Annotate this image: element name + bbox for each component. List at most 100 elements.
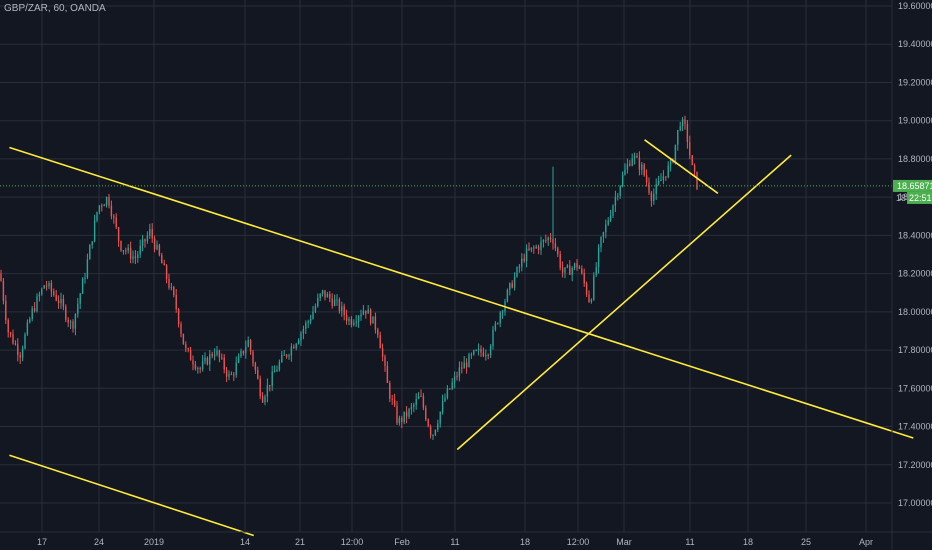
time-axis[interactable]: 17 24 2019 14 21 12:00 Feb 11 18 12:00 Mar 11 18 25 Ap… [0,531,932,547]
candle-body [96,211,98,221]
price-tick-label: 17.40000 [898,422,932,432]
candle-body [86,259,89,278]
candle-body [578,267,581,269]
candle-body [509,283,511,290]
candle-body [297,340,300,344]
candle-body [566,265,569,268]
candle-body [110,205,113,217]
time-tick-label: 11 [685,537,694,547]
candle-body [429,426,432,436]
price-tick-label: 18.00000 [898,307,932,317]
candle-body [525,248,528,261]
candle-body [19,354,21,358]
candle-body [674,144,677,163]
candle-body [679,126,681,131]
candle-body [357,316,360,322]
candle-body [389,382,391,399]
candle-body [278,361,281,370]
candle-body [199,368,201,370]
candle-body [197,368,199,370]
price-tick-label: 17.20000 [898,460,932,470]
candle-body [240,350,242,357]
candle-body [206,357,209,365]
candle-body [264,396,266,403]
candle-body [523,258,525,261]
candle-body [223,357,225,370]
price-axis[interactable]: 19.60000 19.40000 19.20000 19.00000 18.80000… [891,0,932,550]
candle-body [314,306,317,312]
candle-body [453,376,456,383]
candle-body [139,245,141,255]
candle-body [101,205,103,207]
candle-body [338,299,341,312]
candle-body [465,362,468,368]
candle-body [360,314,362,317]
candle-body [333,299,336,306]
symbol-header: GBP/ZAR, 60, OANDA [4,3,106,14]
candle-body [204,357,206,362]
candle-body [125,250,127,252]
candle-body [535,246,537,248]
candle-body [113,216,115,218]
candle-body [665,176,667,178]
candle-body [146,235,149,242]
candle-body [74,313,77,329]
candle-body [273,371,276,373]
candle-body [293,346,295,349]
candle-body [381,348,384,357]
candle-body [141,239,144,246]
candle-body [638,157,641,170]
candle-body [626,164,629,170]
time-tick-label: Mar [616,537,632,547]
price-tick-label: 17.60000 [898,383,932,393]
candle-body [353,322,355,325]
candle-body [540,241,542,250]
candle-body [163,263,165,266]
candle-body [283,354,285,356]
candle-body [79,293,81,304]
chart-grid [0,0,892,532]
candle-body [50,283,53,292]
candle-body [650,192,653,201]
candle-body [242,350,245,354]
candle-body [408,409,410,417]
candle-body [158,244,161,255]
candle-body [581,268,583,274]
candle-body [458,367,461,377]
candle-body [192,360,194,365]
candle-body [427,419,429,427]
candle-body [317,298,319,307]
candle-body [583,273,585,284]
countdown-badge [907,191,932,204]
candle-body [127,247,129,251]
trend-lines[interactable] [9,139,914,537]
candle-body [182,333,185,345]
candle-body [444,397,446,402]
candle-body [593,275,595,300]
trend-line [9,454,254,537]
candle-body [216,350,218,355]
candle-body [312,311,314,319]
candle-body [518,266,521,268]
candle-body [547,237,549,241]
candle-body [48,283,50,287]
candle-body [67,319,69,323]
candle-body [257,370,259,379]
candle-body [7,320,9,333]
candle-body [537,246,540,250]
candle-body [557,248,559,255]
candle-body [321,290,324,294]
candle-body [660,179,662,182]
candle-body [31,308,33,320]
candle-body [595,267,597,276]
time-tick-label: 12:00 [341,537,364,547]
candle-body [93,220,96,242]
candle-body [12,334,14,344]
candle-body [153,238,156,250]
candle-body [437,423,439,430]
countdown-price-prefix: 18 [896,193,906,203]
candle-body [446,388,449,398]
candle-body [485,354,487,357]
candle-body [617,195,619,197]
